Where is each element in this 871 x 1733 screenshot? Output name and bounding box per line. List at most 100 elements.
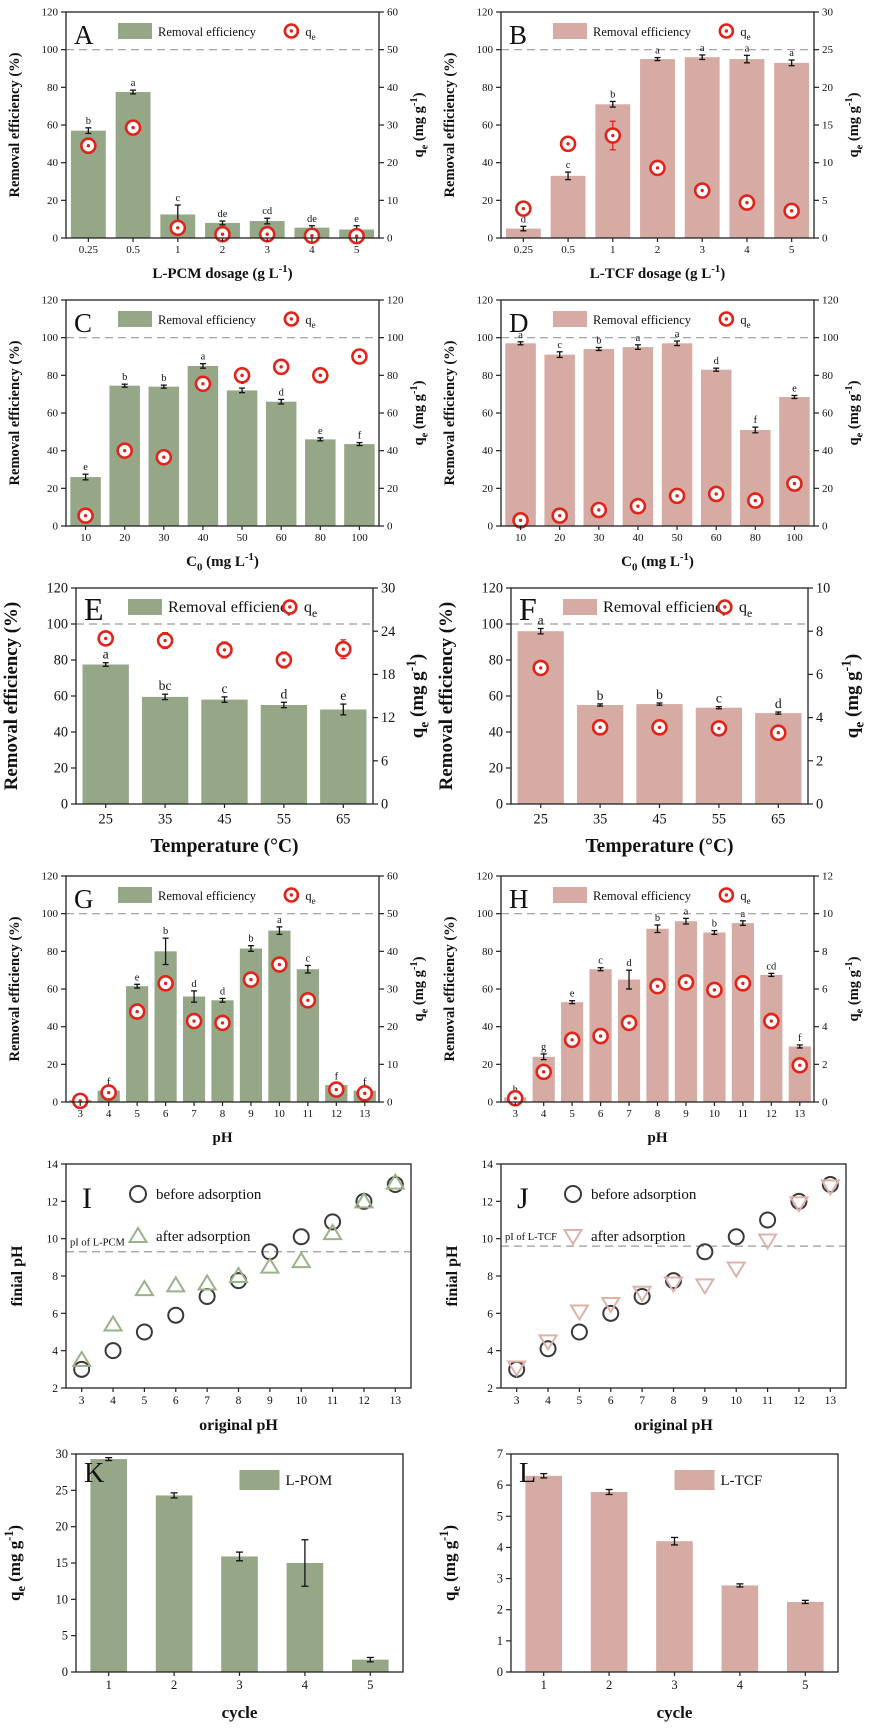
y-tick-label: 15 — [56, 1556, 69, 1570]
left-tick-label: 0 — [488, 521, 494, 533]
plot-frame — [65, 11, 380, 239]
scatter-triangle-up — [196, 1273, 218, 1291]
bar — [583, 348, 615, 526]
left-tick-label: 40 — [47, 1021, 59, 1033]
left-tick-label: 60 — [482, 120, 494, 132]
legend-bar-label: Removal efficiency — [158, 313, 257, 327]
left-tick-label: 20 — [482, 483, 494, 495]
x-tick-label: 4 — [744, 244, 750, 256]
sig-letter: g — [541, 1042, 547, 1053]
sig-letter: cd — [262, 206, 273, 217]
x-tick-label: 4 — [545, 1395, 551, 1407]
x-tick-label: 5 — [569, 1108, 575, 1120]
legend-circle — [564, 1185, 582, 1203]
legend-swatch — [118, 311, 152, 327]
legend-bar-label: Removal efficiency — [593, 25, 692, 39]
x-tick-label: 11 — [327, 1395, 338, 1407]
legend-swatch — [674, 1470, 715, 1490]
left-tick-label: 60 — [47, 984, 59, 996]
right-tick-label: 20 — [387, 157, 399, 169]
panel-letter: L — [519, 1458, 536, 1489]
right-tick-label: 40 — [387, 445, 399, 457]
right-tick-label: 6 — [822, 984, 828, 996]
right-tick-label: 12 — [822, 871, 833, 883]
sig-letter: e — [340, 688, 346, 703]
right-axis-title: qe (mg g-1) — [844, 380, 865, 445]
left-tick-label: 120 — [477, 871, 494, 883]
sig-letter: e — [318, 426, 323, 437]
bar — [674, 921, 698, 1102]
x-tick-label: 9 — [683, 1108, 689, 1120]
y-tick-label: 6 — [497, 1478, 503, 1492]
x-tick-label: 8 — [236, 1395, 242, 1407]
y-tick-label: 7 — [497, 1447, 503, 1461]
x-tick-label: 2 — [606, 1678, 612, 1692]
x-axis-title: L-TCF dosage (g L-1) — [590, 263, 726, 282]
right-axis-title: qe (mg g-1) — [844, 92, 865, 157]
x-tick-label: 55 — [277, 812, 291, 828]
x-tick-label: 65 — [771, 812, 785, 828]
left-tick-label: 60 — [489, 689, 503, 705]
x-tick-label: 5 — [789, 244, 795, 256]
y-tick-label: 12 — [47, 1196, 59, 1208]
x-tick-label: 4 — [309, 244, 315, 256]
scatter-circle — [602, 1304, 620, 1322]
x-tick-label: 45 — [652, 812, 666, 828]
sig-letter: a — [684, 906, 689, 917]
bar — [115, 92, 151, 239]
right-tick-label: 80 — [387, 370, 399, 382]
right-tick-label: 6 — [816, 667, 823, 683]
scatter-triangle-down — [663, 1276, 684, 1294]
bar — [351, 1659, 389, 1672]
panel-container-E: a bc c d e 0 20 40 60 80 100 120 0 6 12 18 24 30 25 35 45 55 6… — [0, 576, 435, 864]
sig-letter: c — [716, 691, 722, 706]
right-tick-label: 40 — [387, 946, 399, 958]
scatter-triangle-down — [757, 1233, 778, 1251]
bar — [622, 347, 654, 526]
scatter-triangle-up — [322, 1223, 343, 1241]
x-axis-title: C0 (mg L-1) — [186, 551, 259, 574]
panel-letter: K — [84, 1458, 104, 1489]
x-tick-label: 30 — [158, 532, 170, 544]
right-tick-label: 30 — [822, 7, 834, 19]
x-tick-label: 6 — [163, 1108, 169, 1120]
x-tick-label: 2 — [171, 1678, 177, 1692]
legend-bar-label: Removal efficiency — [593, 313, 692, 327]
scatter-triangle-up — [165, 1275, 187, 1293]
left-tick-label: 80 — [482, 82, 494, 94]
x-tick-label: 4 — [541, 1108, 547, 1120]
left-tick-label: 80 — [47, 946, 59, 958]
left-tick-label: 0 — [53, 233, 59, 245]
panel-letter: J — [517, 1182, 529, 1215]
legend-marker-label: qe — [305, 313, 315, 330]
left-axis-title: Removal efficiency (%) — [442, 916, 458, 1061]
sig-letter: cd — [766, 961, 777, 972]
x-tick-label: 6 — [608, 1395, 614, 1407]
right-tick-label: 60 — [822, 408, 834, 420]
panel-A: b a c de cd de e 0 20 40 60 80 100 120 0 10 20 30 40 50 60 0.… — [7, 7, 430, 283]
x-tick-label: 11 — [738, 1108, 749, 1120]
legend-circle — [129, 1185, 147, 1203]
legend-swatch — [553, 887, 587, 903]
right-tick-label: 60 — [387, 7, 399, 19]
sig-letter: b — [655, 913, 660, 924]
y-tick-label: 0 — [497, 1665, 503, 1679]
sig-letter: a — [675, 329, 680, 340]
right-axis-title: qe (mg g-1) — [839, 654, 867, 738]
sig-letter: d — [280, 686, 287, 701]
x-tick-label: 12 — [358, 1395, 370, 1407]
sig-letter: c — [306, 953, 311, 964]
y-tick-label: 6 — [487, 1308, 493, 1320]
legend-marker-label: qe — [739, 598, 752, 620]
scatter-circle — [167, 1306, 185, 1324]
bar — [226, 390, 258, 526]
scatter-triangle-up — [102, 1314, 124, 1332]
panel-D: a c b a a d f e 0 20 40 60 80 100 120 0 20 40 60 80 100 120 10… — [442, 295, 865, 574]
sig-letter: a — [636, 333, 641, 344]
legend-bar-label: Removal efficiency — [158, 889, 257, 903]
panel-container-G: f e b d d b a c f f 0 20 40 60 80 100 120 0 10 20 30 40 50 60 3 4… — [0, 864, 435, 1152]
sig-letter: a — [700, 43, 705, 54]
legend-marker-label: qe — [305, 25, 315, 42]
panel-container-A: b a c de cd de e 0 20 40 60 80 100 120 0 10 20 30 40 50 60 0.… — [0, 0, 435, 288]
bar — [344, 444, 375, 526]
